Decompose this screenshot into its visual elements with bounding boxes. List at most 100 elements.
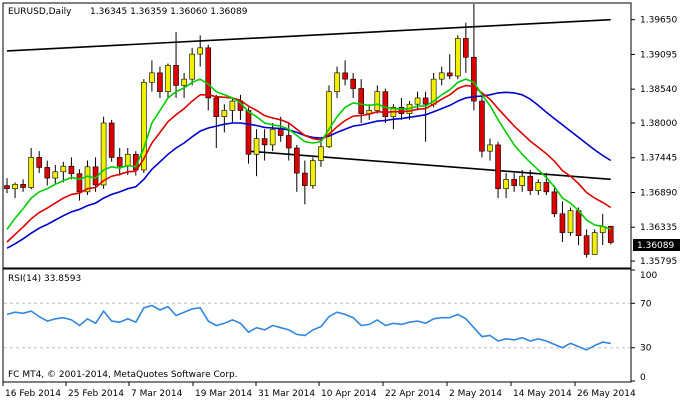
candle-body [213, 97, 220, 118]
rsi-tick-label: 0 [640, 373, 646, 383]
date-tick-label: 14 May 2014 [513, 389, 572, 399]
candle-body [543, 182, 550, 193]
candle-30 [245, 107, 252, 164]
candle-41 [334, 66, 340, 98]
candle-42 [342, 60, 348, 86]
price-tick-label: 1.37445 [640, 154, 677, 164]
price-tick-label: 1.38000 [640, 119, 677, 129]
candle-38 [310, 157, 316, 189]
candle-66 [535, 179, 542, 195]
candle-body [245, 110, 252, 155]
date-tick-label: 19 Mar 2014 [195, 389, 252, 399]
candle-body [438, 72, 445, 80]
candle-body [84, 166, 91, 193]
candle-60 [487, 138, 493, 161]
candle-body [205, 47, 212, 99]
candle-26 [213, 94, 220, 149]
candle-body [100, 122, 107, 186]
candle-body [471, 56, 477, 102]
current-price-marker [633, 239, 680, 251]
candle-68 [551, 185, 558, 217]
date-tick-label: 2 May 2014 [449, 389, 502, 399]
candle-69 [559, 201, 566, 242]
rsi-panel-frame [2, 268, 632, 383]
candle-3 [28, 148, 34, 190]
candle-body [116, 157, 123, 167]
chart-header-symbol: EURUSD,Daily [8, 7, 72, 17]
candle-body [607, 225, 614, 243]
rsi-axis-labels: 100 70 30 0 [631, 269, 657, 383]
candle-0 [4, 178, 10, 194]
candle-6 [52, 164, 59, 185]
candle-43 [350, 72, 356, 98]
candle-9 [76, 169, 83, 201]
candle-body [326, 91, 332, 148]
candle-body [108, 122, 115, 158]
candle-72 [583, 229, 590, 258]
rsi-tick-label: 30 [640, 344, 652, 354]
candle-body [157, 72, 163, 92]
rsi-level-grid [4, 302, 630, 349]
candle-20 [165, 63, 171, 98]
candle-73 [591, 229, 598, 255]
candle-31 [253, 129, 260, 177]
price-panel-frame [2, 2, 632, 269]
candle-body [527, 175, 534, 191]
candle-59 [479, 94, 485, 158]
candle-body [285, 135, 292, 149]
candle-body [261, 138, 268, 146]
candle-body [422, 97, 429, 105]
candle-14 [116, 148, 123, 176]
candle-46 [374, 85, 381, 114]
candle-36 [293, 144, 300, 192]
candle-54 [438, 66, 445, 86]
candle-47 [382, 88, 389, 123]
candle-56 [454, 35, 461, 80]
candle-body [302, 172, 308, 186]
candle-body [60, 165, 67, 173]
price-axis-labels: 1.39650 1.39095 1.38540 1.38000 1.37445 1.368… [631, 16, 677, 267]
candle-body [318, 146, 324, 161]
candle-body [583, 235, 590, 255]
candle-61 [495, 141, 501, 199]
candle-1 [12, 182, 18, 199]
price-tick-label: 1.39095 [640, 50, 677, 60]
candle-body [495, 144, 501, 190]
candle-28 [229, 97, 236, 123]
candle-body [229, 100, 236, 111]
candle-body [44, 167, 51, 179]
candle-27 [221, 104, 228, 133]
candle-21 [173, 32, 179, 98]
candle-body [487, 144, 493, 152]
candle-64 [519, 169, 526, 192]
candle-39 [318, 141, 324, 167]
candle-12 [100, 116, 107, 189]
candle-70 [567, 207, 574, 236]
copyright-text: FC MT4, © 2001-2014, MetaQuotes Software… [8, 370, 238, 380]
candle-25 [205, 44, 212, 111]
candle-4 [36, 151, 43, 174]
date-axis-labels: 16 Feb 2014 25 Feb 2014 7 Mar 2014 19 Mar 2… [2, 382, 636, 399]
candle-body [189, 53, 195, 80]
price-tick-label: 1.38540 [640, 85, 677, 95]
candle-body [141, 81, 147, 171]
candle-body [382, 91, 389, 118]
candle-57 [463, 22, 469, 73]
ma-fast-line [6, 78, 612, 231]
candle-body [511, 179, 517, 186]
candle-body [398, 107, 405, 114]
trend-lines [6, 18, 611, 181]
candle-body [463, 38, 469, 58]
candle-37 [302, 160, 308, 205]
candle-body [334, 72, 340, 92]
candle-65 [527, 169, 534, 195]
rsi-tick-label: 100 [640, 271, 657, 281]
trend-line-1 [248, 150, 611, 181]
candle-body [76, 173, 83, 193]
candle-body [221, 110, 228, 118]
candle-24 [197, 35, 203, 67]
candle-body [374, 91, 381, 111]
candle-51 [414, 91, 421, 111]
candle-body [68, 165, 75, 174]
moving-average-lines [6, 78, 612, 249]
